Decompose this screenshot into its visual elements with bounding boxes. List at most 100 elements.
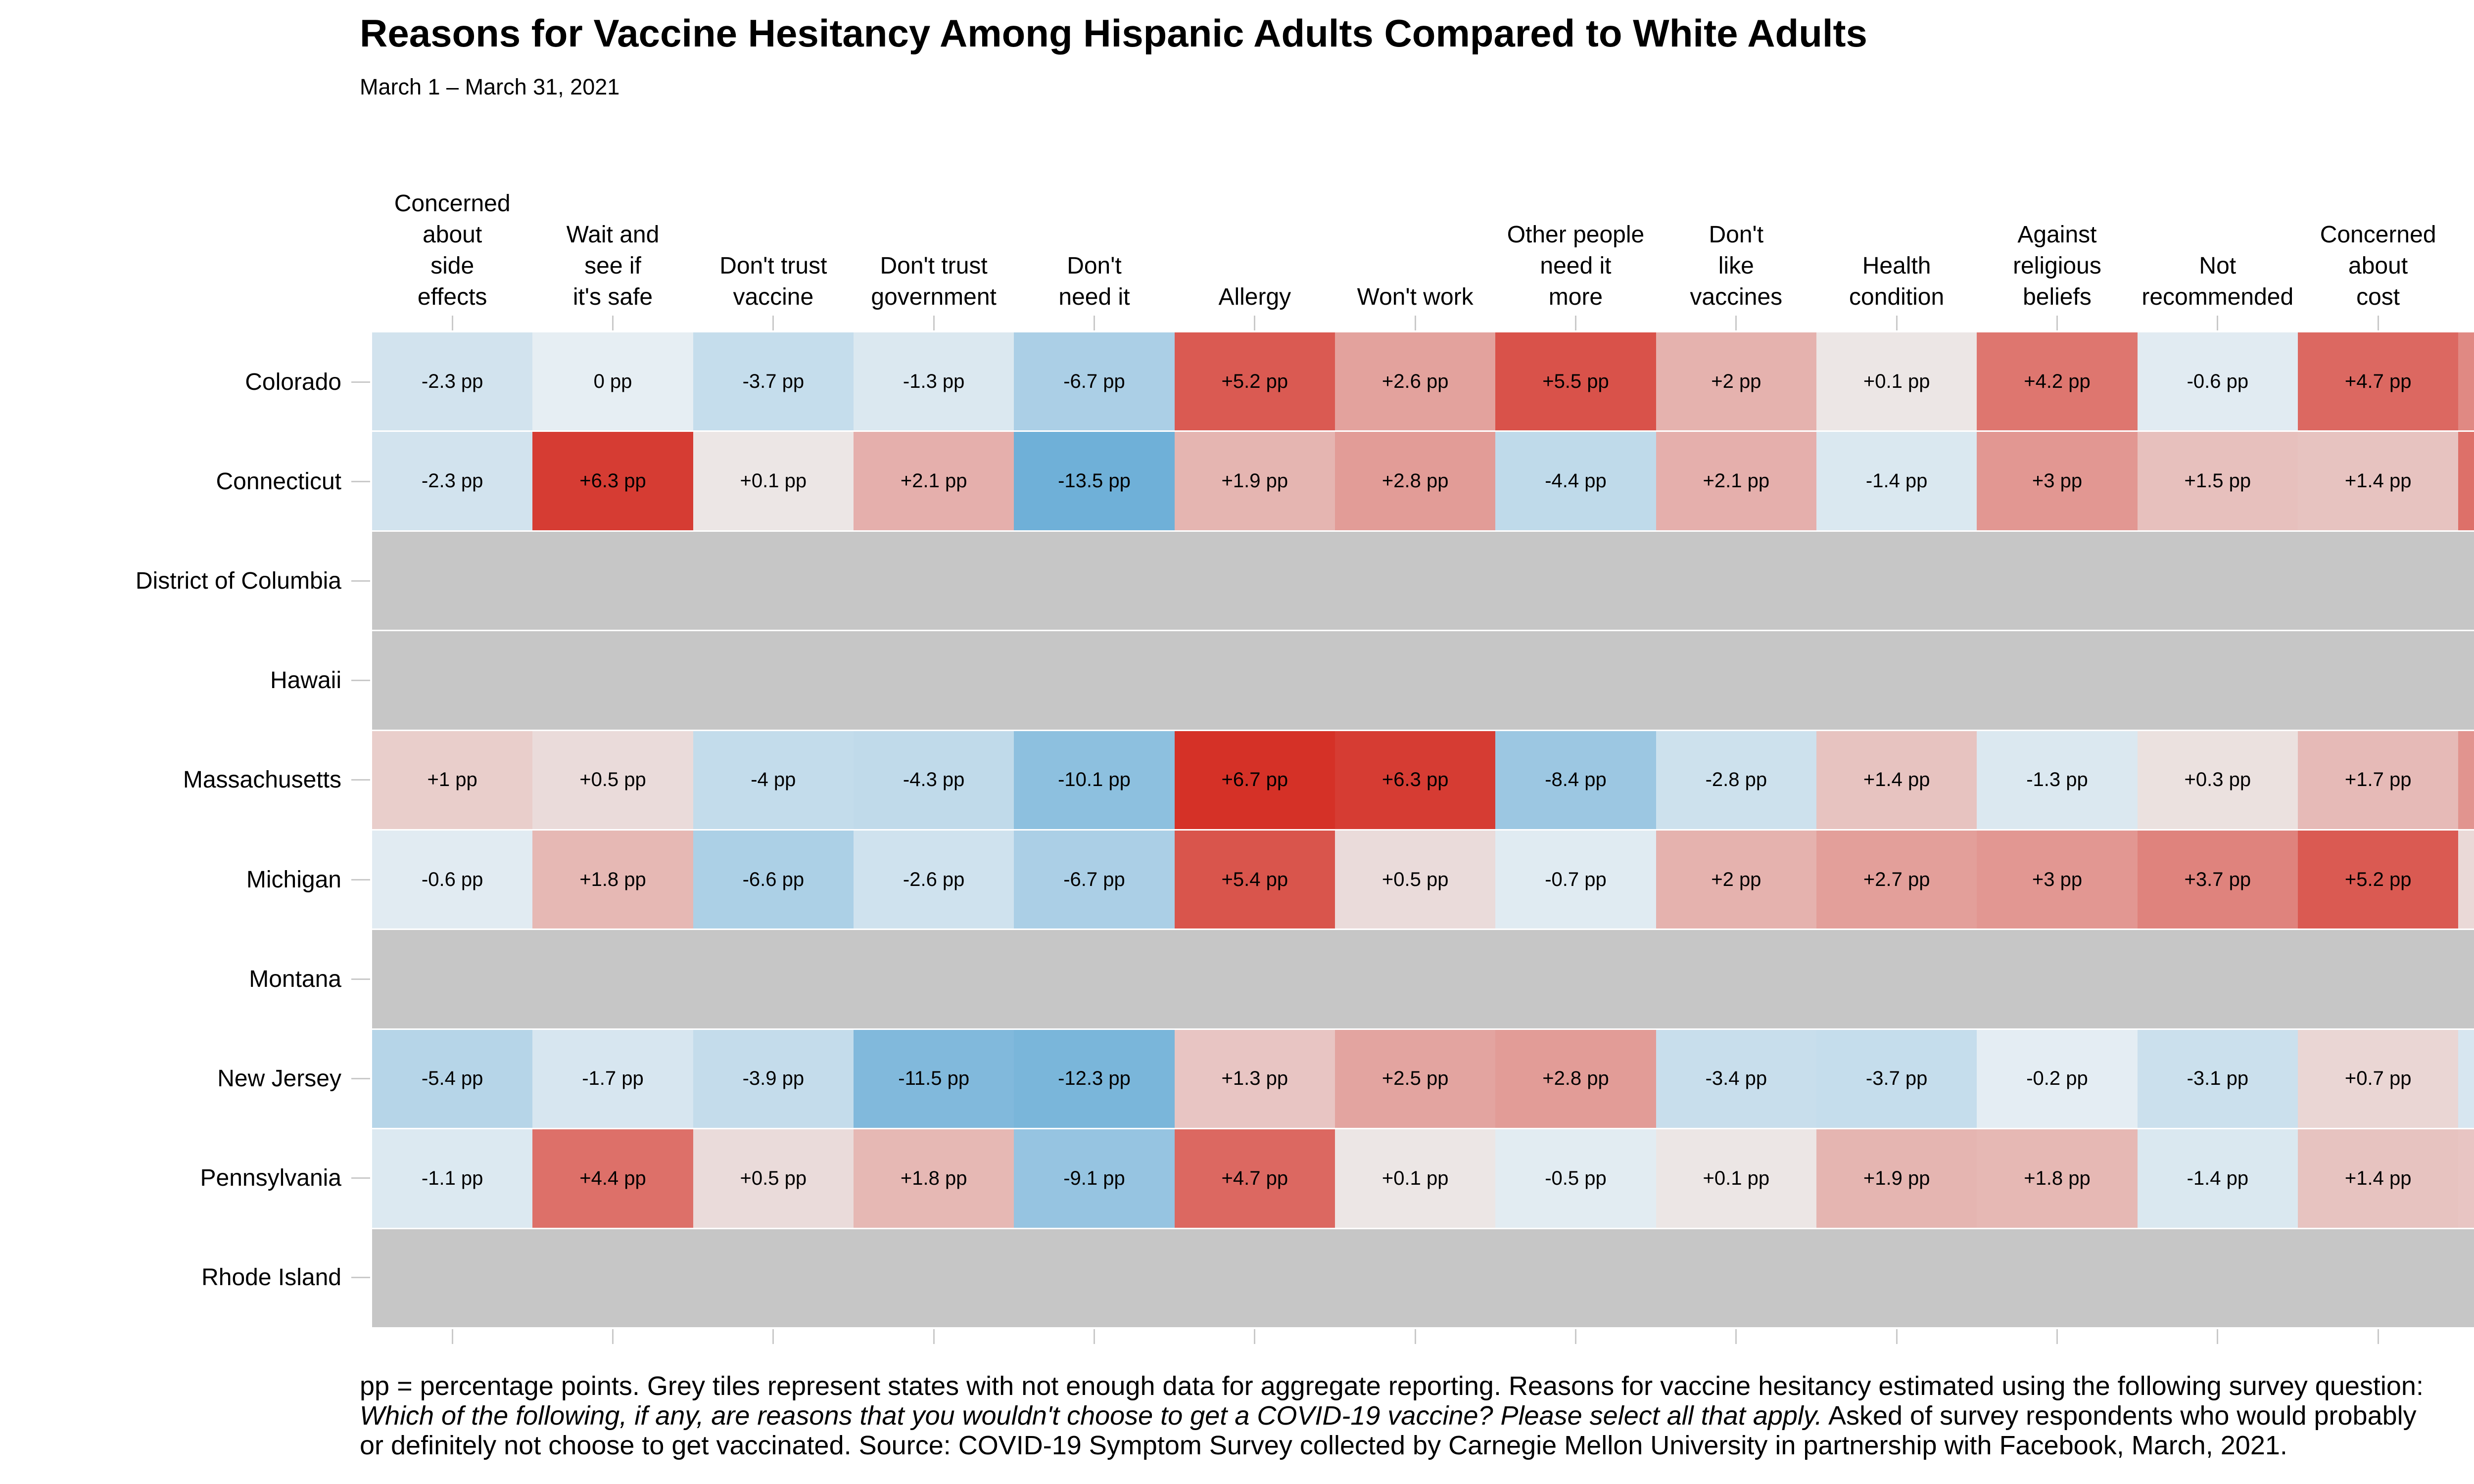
column-header-label: Wait and see if it's safe — [566, 222, 660, 310]
axis-tick — [351, 580, 370, 582]
column-header: Won't work — [1335, 159, 1495, 313]
heatmap-cell: +4.4 pp — [532, 1129, 693, 1228]
heatmap-cell: +5.5 pp — [1495, 332, 1656, 431]
heatmap-cell: +5.2 pp — [1174, 332, 1335, 431]
heatmap-cell-na — [1014, 531, 1175, 630]
heatmap-cell: -4 pp — [693, 731, 854, 829]
column-header: Allergy — [1175, 159, 1335, 313]
axis-tick — [351, 879, 370, 881]
axis-tick — [2217, 316, 2219, 330]
axis-tick — [351, 1276, 370, 1278]
column-header: Wait and see if it's safe — [532, 159, 693, 313]
heatmap-cell-na — [1014, 930, 1175, 1028]
heatmap-cell: +4.2 pp — [1977, 332, 2138, 431]
heatmap-cell: -2.6 pp — [854, 830, 1014, 929]
column-header-label: Don't need it — [1058, 253, 1130, 310]
axis-tick — [1735, 316, 1737, 330]
axis-tick — [351, 978, 370, 980]
heatmap-cell: +5.2 pp — [2298, 830, 2459, 929]
column-header-label: Don't trust vaccine — [719, 253, 827, 310]
heatmap-cell-na — [693, 531, 854, 630]
row-label: New Jersey — [217, 1065, 341, 1092]
heatmap-cell: +3.7 pp — [2137, 830, 2298, 929]
column-header: Don't trust government — [854, 159, 1014, 313]
heatmap-cell-na — [372, 930, 533, 1028]
heatmap-cell: +0.6 pp — [2458, 830, 2474, 929]
heatmap-cell-na — [1977, 1229, 2138, 1327]
heatmap-cell: +0.1 pp — [1335, 1129, 1496, 1228]
row-label: Connecticut — [216, 468, 341, 495]
axis-tick — [2377, 1329, 2379, 1344]
axis-tick — [351, 481, 370, 483]
axis-tick — [1254, 316, 1256, 330]
heatmap-cell-na — [1014, 1229, 1175, 1327]
heatmap-cell: +1 pp — [372, 731, 533, 829]
heatmap-cell-na — [1335, 930, 1496, 1028]
heatmap-cell-na — [532, 531, 693, 630]
heatmap-cell: -3.7 pp — [693, 332, 854, 431]
column-header: Pregnancy — [2458, 159, 2474, 313]
heatmap-cell-na — [532, 1229, 693, 1327]
heatmap-cell: +2.5 pp — [1335, 1029, 1496, 1128]
heatmap-cell: -1.4 pp — [2137, 1129, 2298, 1228]
heatmap-cell: -6.7 pp — [1014, 830, 1175, 929]
heatmap-cell: +3.5 pp — [2458, 332, 2474, 431]
column-header-label: Concerned about cost — [2320, 222, 2436, 310]
heatmap-cell: +4.7 pp — [2298, 332, 2459, 431]
column-header: Concerned about side effects — [372, 159, 532, 313]
axis-tick — [1575, 316, 1576, 330]
heatmap-cell-na — [1816, 1229, 1977, 1327]
heatmap-cell: -1.7 pp — [2458, 1029, 2474, 1128]
heatmap-cell: -2.3 pp — [372, 332, 533, 431]
heatmap-cell: +6.7 pp — [1174, 731, 1335, 829]
heatmap-cell-na — [854, 531, 1014, 630]
axis-tick — [1094, 316, 1095, 330]
column-header-label: Other people need it more — [1507, 222, 1645, 310]
heatmap-cell-na — [372, 531, 533, 630]
axis-tick — [933, 316, 935, 330]
heatmap-cell: -13.5 pp — [1014, 432, 1175, 530]
heatmap-cell: +1.7 pp — [2298, 731, 2459, 829]
heatmap-cell: -12.3 pp — [1014, 1029, 1175, 1128]
column-header-label: Won't work — [1357, 284, 1474, 310]
axis-tick — [351, 381, 370, 383]
heatmap-cell: +3 pp — [1977, 432, 2138, 530]
heatmap-cell-na — [1174, 631, 1335, 730]
heatmap-cell-na — [532, 631, 693, 730]
heatmap-cell: -3.9 pp — [693, 1029, 854, 1128]
heatmap-cell: -1.4 pp — [1816, 432, 1977, 530]
chart-subtitle: March 1 – March 31, 2021 — [360, 74, 620, 99]
heatmap-cell: -11.5 pp — [854, 1029, 1014, 1128]
footnote: pp = percentage points. Grey tiles repre… — [360, 1371, 2424, 1460]
column-headers: Concerned about side effects Wait and see… — [372, 159, 2474, 313]
heatmap-cell: +2.6 pp — [1335, 332, 1496, 431]
axis-tick — [612, 1329, 614, 1344]
heatmap-cell: -1.3 pp — [854, 332, 1014, 431]
column-header: Don't like vaccines — [1656, 159, 1816, 313]
heatmap-cell: +1.9 pp — [1816, 1129, 1977, 1228]
heatmap-cell-na — [2137, 631, 2298, 730]
heatmap-cell: +1.4 pp — [1816, 731, 1977, 829]
heatmap-cell: +2.8 pp — [1495, 1029, 1656, 1128]
heatmap-cell: -0.5 pp — [1495, 1129, 1656, 1228]
heatmap-cell: -3.4 pp — [1656, 1029, 1816, 1128]
row-label: Colorado — [245, 369, 341, 395]
heatmap-cell: +2.7 pp — [1816, 830, 1977, 929]
axis-tick — [2217, 1329, 2219, 1344]
heatmap-cell-na — [2458, 531, 2474, 630]
row-label: Montana — [249, 966, 341, 992]
footnote-survey-question: Which of the following, if any, are reas… — [360, 1401, 1822, 1431]
heatmap-cell-na — [1656, 930, 1816, 1028]
heatmap-cell: +2.1 pp — [854, 432, 1014, 530]
axis-tick — [1896, 316, 1898, 330]
heatmap-cell: -4.4 pp — [1495, 432, 1656, 530]
heatmap-cell-na — [2458, 631, 2474, 730]
heatmap-cell-na — [1977, 631, 2138, 730]
heatmap-cell-na — [1977, 531, 2138, 630]
heatmap-cell: +0.5 pp — [693, 1129, 854, 1228]
column-header: Don't need it — [1014, 159, 1174, 313]
heatmap-cell: -1.1 pp — [372, 1129, 533, 1228]
heatmap-cell-na — [2298, 1229, 2459, 1327]
column-header-label: Against religious beliefs — [2013, 222, 2101, 310]
heatmap-cell-na — [1495, 1229, 1656, 1327]
